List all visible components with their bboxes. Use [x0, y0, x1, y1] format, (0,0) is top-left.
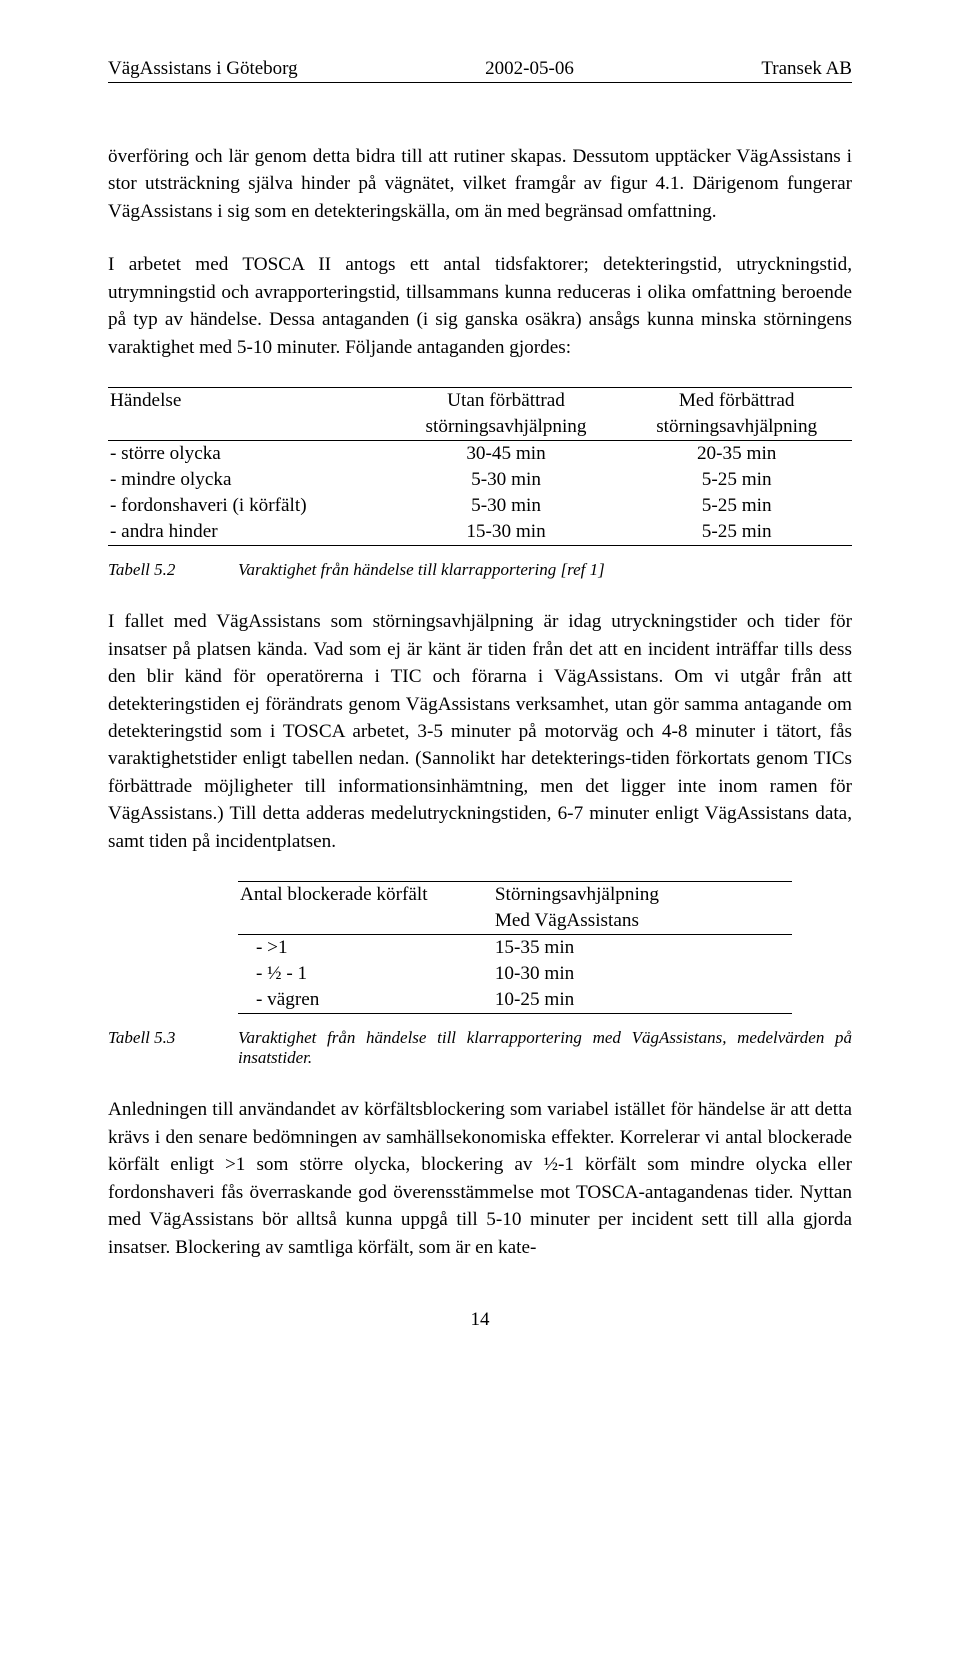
table2-cell: 15-35 min — [493, 935, 792, 962]
table1-subheader-1: störningsavhjälpning — [391, 414, 622, 441]
table2-cell: 10-25 min — [493, 987, 792, 1014]
table2-header-1: Störningsavhjälpning — [493, 882, 792, 909]
table2-cell: - vägren — [238, 987, 493, 1014]
paragraph-1: överföring och lär genom detta bidra til… — [108, 143, 852, 225]
table1-cell: - fordonshaveri (i körfält) — [108, 493, 391, 519]
table1-header-1: Utan förbättrad — [391, 388, 622, 415]
table1-cell: 5-30 min — [391, 493, 622, 519]
table1-cell: 5-25 min — [621, 467, 852, 493]
table1-cell: - mindre olycka — [108, 467, 391, 493]
table1-cell: 5-25 min — [621, 519, 852, 546]
table1-cell: 5-25 min — [621, 493, 852, 519]
table1-cell: 30-45 min — [391, 441, 622, 468]
table1-cell: - andra hinder — [108, 519, 391, 546]
table2-cell: - ½ - 1 — [238, 961, 493, 987]
table1-subheader-2: störningsavhjälpning — [621, 414, 852, 441]
table2-cell: - >1 — [238, 935, 493, 962]
table-5-2-caption: Tabell 5.2 Varaktighet från händelse til… — [108, 560, 852, 580]
page-header: VägAssistans i Göteborg 2002-05-06 Trans… — [108, 58, 852, 83]
table-5-3-wrap: Antal blockerade körfält Störningsavhjäl… — [238, 881, 792, 1014]
caption-text: Varaktighet från händelse till klarrappo… — [238, 1028, 852, 1068]
table-5-3-caption: Tabell 5.3 Varaktighet från händelse til… — [108, 1028, 852, 1068]
table2-header-0: Antal blockerade körfält — [238, 882, 493, 909]
paragraph-2: I arbetet med TOSCA II antogs ett antal … — [108, 251, 852, 361]
caption-label: Tabell 5.3 — [108, 1028, 238, 1068]
header-center: 2002-05-06 — [485, 58, 574, 80]
caption-text: Varaktighet från händelse till klarrappo… — [238, 560, 852, 580]
page-number: 14 — [108, 1309, 852, 1331]
table1-cell: 5-30 min — [391, 467, 622, 493]
paragraph-4: Anledningen till användandet av körfälts… — [108, 1096, 852, 1261]
table1-header-0: Händelse — [108, 388, 391, 415]
table2-cell: 10-30 min — [493, 961, 792, 987]
caption-label: Tabell 5.2 — [108, 560, 238, 580]
table1-cell: 20-35 min — [621, 441, 852, 468]
table-5-3: Antal blockerade körfält Störningsavhjäl… — [238, 881, 792, 1014]
table1-cell: 15-30 min — [391, 519, 622, 546]
table1-subheader-0 — [108, 414, 391, 441]
table-5-2: Händelse Utan förbättrad Med förbättrad … — [108, 387, 852, 546]
header-left: VägAssistans i Göteborg — [108, 58, 298, 80]
table1-header-2: Med förbättrad — [621, 388, 852, 415]
header-right: Transek AB — [761, 58, 852, 80]
table1-cell: - större olycka — [108, 441, 391, 468]
document-page: VägAssistans i Göteborg 2002-05-06 Trans… — [0, 0, 960, 1371]
table2-subheader-1: Med VägAssistans — [493, 908, 792, 935]
paragraph-3: I fallet med VägAssistans som störningsa… — [108, 608, 852, 855]
table2-subheader-0 — [238, 908, 493, 935]
